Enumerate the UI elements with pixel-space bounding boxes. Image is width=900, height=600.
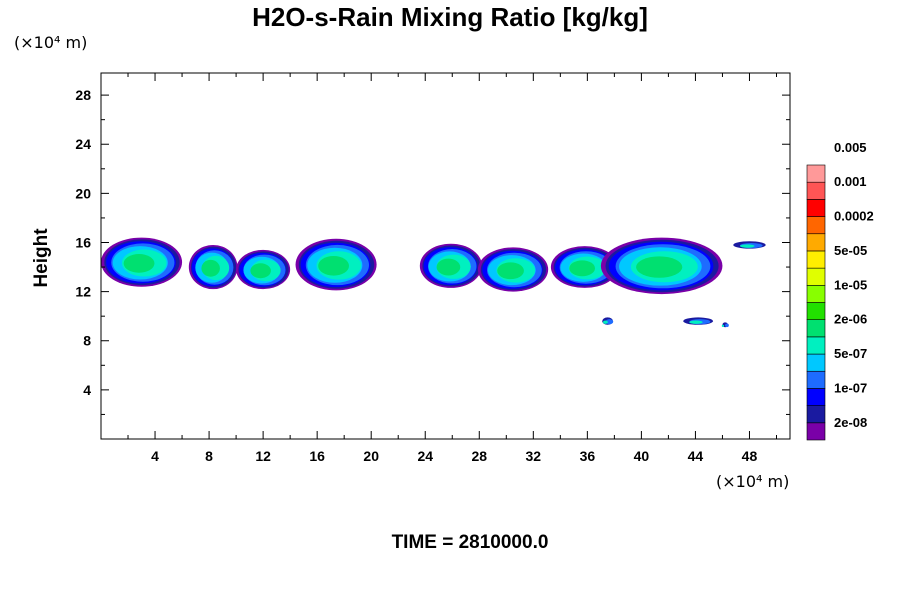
rain-feature — [683, 317, 713, 325]
x-tick-label: 40 — [634, 448, 650, 464]
colorbar-swatch — [806, 405, 826, 424]
colorbar-swatch — [806, 285, 826, 303]
x-tick-label: 8 — [205, 448, 213, 464]
colorbar-swatch — [806, 422, 826, 441]
colorbar-swatch — [806, 181, 826, 200]
y-tick-label: 8 — [83, 333, 91, 349]
rain-feature — [477, 247, 549, 292]
x-tick-label: 20 — [363, 448, 379, 464]
contour-shape — [739, 244, 755, 248]
y-tick-label: 12 — [75, 284, 91, 300]
contour-shape — [250, 263, 271, 279]
rain-feature — [101, 237, 183, 287]
contour-shape — [689, 320, 703, 324]
colorbar-swatch — [806, 370, 826, 389]
colorbar-label: 1e-07 — [834, 380, 867, 395]
rain-feature — [236, 249, 291, 290]
rain-feature — [419, 243, 482, 288]
chart-title: H2O-s-Rain Mixing Ratio [kg/kg] — [252, 2, 648, 32]
colorbar-swatch — [806, 250, 826, 269]
colorbar-label: 1e-05 — [834, 277, 867, 292]
contour-shape — [318, 256, 349, 276]
rain-feature — [550, 246, 619, 288]
plot-frame — [100, 72, 791, 440]
contour-shape — [721, 324, 725, 327]
rain-feature — [602, 317, 614, 325]
colorbar-label: 0.0002 — [834, 209, 874, 224]
y-tick-label: 24 — [75, 136, 91, 152]
colorbar-swatch — [806, 216, 826, 235]
contour-shape — [201, 259, 220, 277]
y-axis-unit: (×10⁴ m) — [14, 33, 88, 52]
colorbar-label: 5e-07 — [834, 346, 867, 361]
contour-shape — [436, 258, 461, 276]
contour-shape — [123, 254, 155, 273]
colorbar-label: 5e-05 — [834, 243, 867, 258]
colorbar-swatch — [806, 353, 826, 372]
colorbar-swatch — [806, 199, 826, 217]
colorbar-label: 2e-06 — [834, 312, 867, 327]
colorbar-swatch — [806, 233, 826, 252]
contour-shape — [497, 262, 524, 280]
colorbar-swatch — [806, 388, 826, 406]
x-tick-label: 16 — [309, 448, 325, 464]
y-tick-label: 16 — [75, 234, 91, 250]
colorbar-swatch — [806, 319, 826, 338]
colorbar-swatch — [806, 336, 826, 355]
x-tick-label: 4 — [151, 448, 159, 464]
rain-feature — [733, 241, 766, 249]
colorbar-label: 0.001 — [834, 174, 867, 189]
y-tick-label: 20 — [75, 185, 91, 201]
x-tick-label: 48 — [742, 448, 758, 464]
colorbar-label: 0.005 — [834, 140, 867, 155]
x-tick-label: 36 — [580, 448, 596, 464]
contour-shape — [725, 323, 729, 328]
rain-feature — [600, 237, 723, 295]
colorbar-swatch — [806, 164, 826, 183]
rain-feature — [188, 244, 238, 290]
x-axis-unit: (×10⁴ m) — [716, 472, 790, 491]
x-tick-label: 24 — [417, 448, 433, 464]
x-tick-label: 32 — [526, 448, 542, 464]
x-tick-label: 44 — [688, 448, 704, 464]
contour-shape — [602, 320, 608, 324]
contour-shape — [636, 256, 683, 278]
y-tick-label: 4 — [83, 382, 91, 398]
rain-feature — [295, 238, 377, 291]
x-tick-label: 28 — [471, 448, 487, 464]
colorbar-label: 2e-08 — [834, 415, 867, 430]
contour-shape — [569, 260, 596, 277]
y-tick-label: 28 — [75, 87, 91, 103]
colorbar-swatch — [806, 267, 826, 286]
time-label: TIME = 2810000.0 — [391, 532, 549, 553]
rain-feature — [721, 322, 729, 328]
x-tick-label: 12 — [255, 448, 271, 464]
colorbar-swatch — [806, 302, 826, 320]
